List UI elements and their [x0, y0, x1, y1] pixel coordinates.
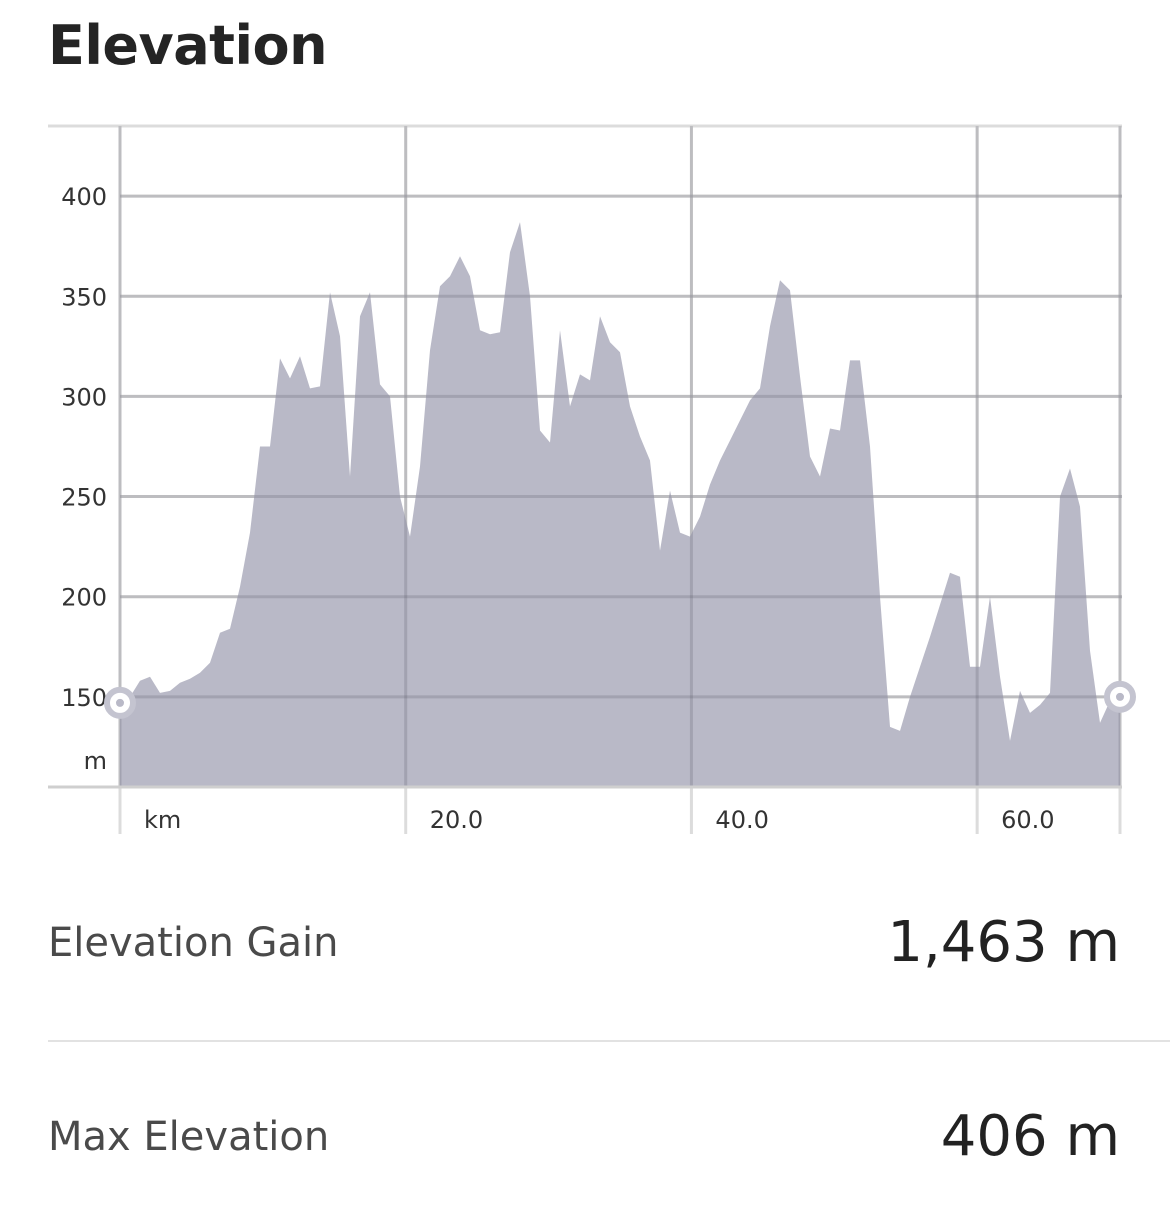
end-marker-dot: [1116, 692, 1124, 701]
y-tick-label: 250: [61, 484, 107, 512]
stat-row-max-elevation: Max Elevation 406 m: [48, 1090, 1120, 1190]
chart-labels: 150 200 250 300 350 400 m km 20.0 40.0 60.0: [61, 183, 1054, 834]
stats-divider: [48, 1040, 1170, 1042]
elevation-area: [120, 222, 1120, 788]
chart-grid-overlay: [48, 126, 1122, 789]
y-unit-label: m: [84, 747, 107, 775]
elevation-gain-label: Elevation Gain: [48, 920, 339, 966]
x-tick-label: 60.0: [1001, 806, 1054, 834]
elevation-gain-value: 1,463 m: [887, 910, 1120, 975]
y-tick-label: 350: [61, 283, 107, 311]
y-tick-label: 400: [61, 183, 107, 211]
x-tick-label: 20.0: [430, 806, 483, 834]
max-elevation-label: Max Elevation: [48, 1114, 330, 1160]
stat-row-elevation-gain: Elevation Gain 1,463 m: [48, 896, 1120, 996]
elevation-chart[interactable]: 150 200 250 300 350 400 m km 20.0 40.0 60.0: [0, 110, 1170, 850]
y-tick-label: 200: [61, 584, 107, 612]
page-title: Elevation: [48, 14, 328, 77]
x-unit-label: km: [144, 806, 181, 834]
y-tick-label: 150: [61, 684, 107, 712]
chart-markers[interactable]: [104, 680, 1136, 719]
start-marker-dot: [116, 698, 124, 707]
y-tick-label: 300: [61, 383, 107, 411]
x-tick-label: 40.0: [715, 806, 768, 834]
max-elevation-value: 406 m: [940, 1104, 1120, 1169]
